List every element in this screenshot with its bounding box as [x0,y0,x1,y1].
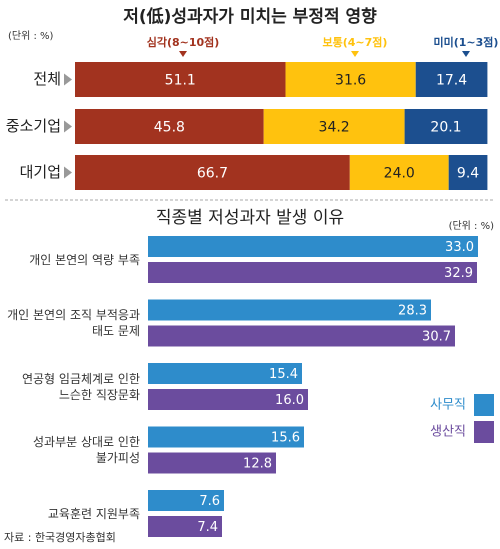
value-label: 9.4 [457,166,479,182]
value-label: 20.1 [430,120,461,136]
value-label: 7.4 [197,520,218,535]
value-label: 32.9 [444,266,473,281]
bar [148,426,304,448]
bar [148,325,455,347]
bar-segment [404,109,488,144]
chart-title: 직종별 저성과자 발생 이유 [156,208,344,228]
legend-marker [462,51,470,57]
value-label: 7.6 [199,494,220,509]
y-tick-label: 개인 본연의 조직 부적응과 태도 문제 [7,308,140,338]
value-label: 12.8 [243,457,272,472]
y-tick-label: 연공형 임금체계로 인한 느슨한 직장문화 [21,371,140,402]
arrow-icon [64,120,72,133]
bar-segment [263,109,405,144]
legend-label: 사무직 [430,398,466,413]
bar [148,490,224,511]
unit-label: (단위 : %) [449,219,495,232]
chart-title: 저(低)성과자가 미치는 부정적 영향 [123,6,377,27]
legend-label: 심각(8~10점) [147,35,220,49]
bar-segment [448,155,488,190]
bar [148,299,431,321]
value-label: 31.6 [335,73,366,89]
y-tick-label: 중소기업 [6,117,61,135]
y-tick-label: 성과부분 상대로 인한 불가피성 [33,435,140,465]
legend-label: 미미(1~3점) [434,35,499,49]
value-label: 34.2 [319,120,350,136]
bar [148,363,302,384]
value-label: 28.3 [398,304,427,319]
bar [148,236,478,257]
bar [148,389,308,410]
bar-segment [349,155,449,190]
unit-label: (단위 : %) [8,29,54,42]
legend-swatch [474,421,494,443]
legend-marker [179,51,187,57]
value-label: 33.0 [445,240,474,255]
bar [148,452,276,474]
value-label: 30.7 [422,330,451,345]
source: 자료 : 한국경영자총협회 [4,531,116,544]
legend-label: 생산직 [430,425,466,440]
bar-segment [75,62,286,97]
y-tick-label: 개인 본연의 역량 부족 [29,252,140,267]
value-label: 15.6 [271,431,300,446]
arrow-icon [64,166,72,179]
value-label: 16.0 [275,393,304,408]
legend-marker [351,51,359,57]
y-tick-label: 교육훈련 지원부족 [47,506,140,521]
bar [148,262,477,283]
arrow-icon [64,73,72,86]
bar-segment [415,62,488,97]
value-label: 51.1 [165,73,196,89]
value-label: 45.8 [154,120,185,136]
y-tick-label: 대기업 [20,163,61,181]
bar-segment [75,109,264,144]
bar-segment [75,155,350,190]
y-tick-label: 전체 [33,70,61,88]
bar [148,516,222,537]
value-label: 24.0 [384,166,415,182]
legend-label: 보통(4~7점) [323,35,388,49]
value-label: 17.4 [436,73,467,89]
value-label: 15.4 [269,367,298,382]
bar-segment [285,62,416,97]
value-label: 66.7 [197,166,228,182]
legend-swatch [474,394,494,416]
